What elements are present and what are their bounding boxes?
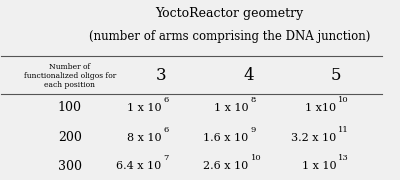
Text: 10: 10 [251, 154, 261, 162]
Text: 2.6 x 10: 2.6 x 10 [204, 161, 249, 171]
Text: 3.2 x 10: 3.2 x 10 [291, 133, 336, 143]
Text: 6: 6 [163, 126, 168, 134]
Text: 1 x 10: 1 x 10 [302, 161, 336, 171]
Text: 9: 9 [251, 126, 256, 134]
Text: 6.4 x 10: 6.4 x 10 [116, 161, 161, 171]
Text: 10: 10 [338, 96, 349, 104]
Text: 100: 100 [58, 101, 82, 114]
Text: 8 x 10: 8 x 10 [126, 133, 161, 143]
Text: 8: 8 [251, 96, 256, 104]
Text: 1 x 10: 1 x 10 [126, 103, 161, 113]
Text: 13: 13 [338, 154, 349, 162]
Text: 1.6 x 10: 1.6 x 10 [204, 133, 249, 143]
Text: 3: 3 [156, 67, 166, 84]
Text: YoctoReactor geometry: YoctoReactor geometry [156, 7, 304, 20]
Text: 300: 300 [58, 160, 82, 173]
Text: 5: 5 [331, 67, 342, 84]
Text: 1 x 10: 1 x 10 [214, 103, 249, 113]
Text: 7: 7 [163, 154, 168, 162]
Text: 6: 6 [163, 96, 168, 104]
Text: (number of arms comprising the DNA junction): (number of arms comprising the DNA junct… [89, 30, 370, 43]
Text: 4: 4 [244, 67, 254, 84]
Text: 200: 200 [58, 131, 82, 144]
Text: Number of
functionalized oligos for
each position: Number of functionalized oligos for each… [24, 63, 116, 89]
Text: 11: 11 [338, 126, 349, 134]
Text: 1 x10: 1 x10 [305, 103, 336, 113]
